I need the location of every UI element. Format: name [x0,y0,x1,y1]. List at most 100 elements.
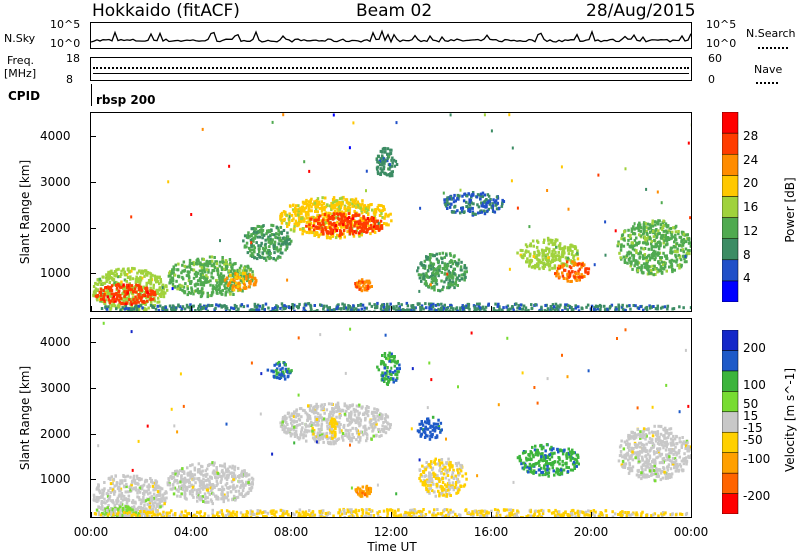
heatmap-cell [583,263,586,267]
heatmap-cell [382,167,386,171]
heatmap-cell [640,264,643,268]
heatmap-cell [120,301,124,305]
heatmap-cell [440,308,443,311]
heatmap-cell [603,304,606,308]
heatmap-cell [170,276,173,280]
heatmap-cell [182,285,186,289]
heatmap-cell [183,492,186,496]
heatmap-cell [558,242,562,246]
heatmap-cell [205,277,209,281]
heatmap-cell [370,285,373,288]
heatmap-cell [195,259,198,263]
heatmap-cell [387,155,391,159]
heatmap-cell [650,239,653,243]
heatmap-cell [315,233,318,236]
heatmap-cell [232,472,236,476]
heatmap-cell [649,256,652,260]
heatmap-cell [631,247,635,251]
heatmap-cell [193,468,197,472]
heatmap-cell [567,270,571,274]
heatmap-cell [142,495,145,499]
heatmap-cell [379,157,382,161]
heatmap-cell [112,300,116,303]
heatmap-cell [290,213,294,217]
heatmap-cell [359,286,363,290]
heatmap-cell [139,498,143,502]
heatmap-cell [456,193,460,197]
heatmap-cell [446,201,449,205]
heatmap-cell [162,287,165,291]
heatmap-cell [165,491,168,495]
heatmap-cell [672,245,676,249]
heatmap-cell [486,201,490,205]
heatmap-cell [307,200,310,204]
heatmap-cell [291,208,295,212]
heatmap-cell [330,223,334,226]
heatmap-cell [130,481,134,485]
heatmap-cell [456,284,459,287]
heatmap-cell [518,307,521,310]
heatmap-cell [542,249,546,253]
heatmap-cell [453,193,456,197]
heatmap-cell [333,200,336,203]
heatmap-cell [516,206,519,210]
heatmap-cell [156,290,159,294]
heatmap-cell [428,253,432,256]
heatmap-cell [340,196,344,200]
heatmap-cell [614,229,617,233]
heatmap-cell [636,269,640,273]
heatmap-cell [177,470,180,474]
heatmap-cell [92,493,96,497]
heatmap-cell [119,509,123,513]
heatmap-cell [360,406,363,410]
heatmap-cell [298,215,302,219]
heatmap-cell [179,485,183,489]
heatmap-cell [502,200,506,203]
heatmap-cell [320,230,323,233]
heatmap-cell [678,243,682,247]
heatmap-cell [149,303,153,307]
heatmap-cell [195,274,199,278]
heatmap-cell [347,202,350,206]
heatmap-cell [662,241,665,245]
heatmap-cell [248,246,251,250]
heatmap-cell [221,288,224,292]
heatmap-cell [317,427,321,431]
heatmap-cell [224,483,228,487]
heatmap-cell [272,257,275,261]
heatmap-cell [213,472,216,476]
heatmap-cell [216,476,219,480]
heatmap-cell [216,281,219,285]
heatmap-cell [637,307,641,310]
heatmap-cell [130,302,133,306]
heatmap-cell [554,251,557,254]
noise-search-legend-line [758,47,788,49]
heatmap-cell [226,474,229,478]
heatmap-cell [657,268,661,272]
heatmap-cell [209,486,213,490]
heatmap-cell [268,245,271,249]
heatmap-cell [238,479,241,483]
heatmap-cell [482,204,485,208]
heatmap-cell [266,229,269,233]
heatmap-cell [156,503,159,507]
heatmap-cell [288,204,292,208]
heatmap-cell [355,285,359,289]
heatmap-cell [370,437,373,441]
heatmap-cell [491,202,494,206]
heatmap-cell [314,227,317,231]
heatmap-cell [336,201,339,205]
heatmap-cell [117,267,120,271]
heatmap-cell [253,302,257,306]
heatmap-cell [574,304,577,308]
heatmap-cell [375,158,379,161]
heatmap-cell [314,207,318,211]
heatmap-cell [247,473,251,477]
heatmap-cell [653,264,656,268]
heatmap-cell [581,275,584,279]
heatmap-cell [234,285,238,289]
heatmap-cell [666,304,670,308]
heatmap-cell [459,306,462,310]
heatmap-cell [476,211,480,215]
heatmap-cell [141,271,144,275]
